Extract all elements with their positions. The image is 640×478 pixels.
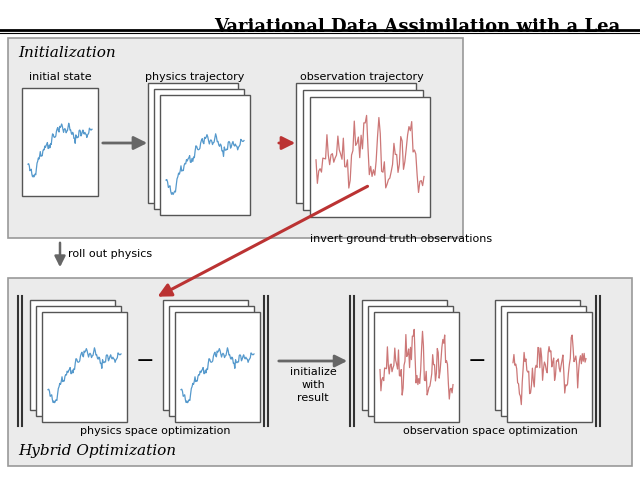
Bar (30, 300, 115, 410)
Bar (169, 306, 254, 416)
Text: initialize
with
result: initialize with result (290, 367, 337, 403)
Bar (310, 97, 430, 217)
Text: observation trajectory: observation trajectory (300, 72, 424, 82)
Bar (374, 312, 459, 422)
Text: invert ground truth observations: invert ground truth observations (310, 234, 492, 244)
Bar (507, 312, 592, 422)
Text: physics space optimization: physics space optimization (80, 426, 230, 436)
Bar (154, 89, 244, 209)
Bar (22, 88, 98, 196)
Text: observation space optimization: observation space optimization (403, 426, 577, 436)
Bar (8, 278, 632, 466)
Bar (163, 300, 248, 410)
Bar (296, 83, 416, 203)
Bar (42, 312, 127, 422)
Text: physics trajectory: physics trajectory (145, 72, 244, 82)
Bar (362, 300, 447, 410)
Bar (303, 90, 423, 210)
Text: initial state: initial state (29, 72, 92, 82)
Bar (368, 306, 453, 416)
Bar (501, 306, 586, 416)
Bar (8, 38, 463, 238)
Bar (175, 312, 260, 422)
Bar (148, 83, 238, 203)
Bar (160, 95, 250, 215)
Text: Variational Data Assimilation with a Lea: Variational Data Assimilation with a Lea (214, 18, 620, 36)
Text: Hybrid Optimization: Hybrid Optimization (18, 444, 176, 458)
Bar (36, 306, 121, 416)
Text: −: − (468, 351, 486, 371)
Text: roll out physics: roll out physics (68, 249, 152, 259)
Text: Initialization: Initialization (18, 46, 116, 60)
Text: −: − (136, 351, 154, 371)
Bar (495, 300, 580, 410)
